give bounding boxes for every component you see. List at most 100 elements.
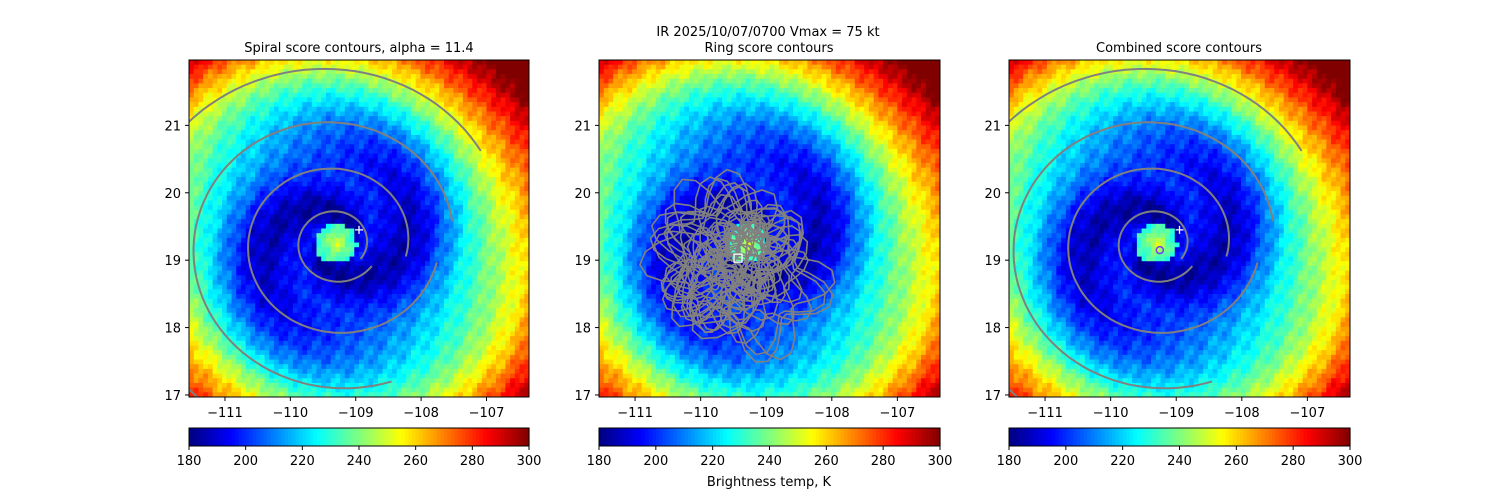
heatmap-cell [510,130,516,136]
heatmap-cell [377,177,384,183]
heatmap-cell [481,116,488,122]
heatmap-cell [259,237,266,244]
heatmap-cell [519,223,525,230]
heatmap-cell [359,303,365,309]
heatmap-cell [203,247,209,253]
heatmap-cell [269,148,275,155]
heatmap-cell [259,195,266,202]
heatmap-cell [510,364,516,370]
heatmap-cell [330,148,336,155]
heatmap-cell [236,368,242,375]
heatmap-cell [448,265,455,272]
heatmap-cell [377,223,384,230]
heatmap-cell [363,205,370,211]
heatmap-cell [222,354,228,361]
heatmap-cell [325,88,332,94]
heatmap-cell [486,186,492,192]
heatmap-cell [325,331,332,337]
heatmap-cell [321,214,327,220]
heatmap-cell [278,312,285,319]
heatmap-cell [207,294,214,300]
heatmap-cell [396,102,403,108]
heatmap-cell [373,368,379,375]
heatmap-cell [481,373,488,379]
heatmap-cell [505,205,511,211]
heatmap-cell [189,106,195,113]
heatmap-cell [458,106,464,113]
heatmap-cell [500,102,506,108]
heatmap-cell [274,125,280,131]
heatmap-cell [373,139,379,145]
heatmap-cell [231,322,237,328]
heatmap-cell [486,219,492,225]
heatmap-cell [297,102,303,108]
heatmap-cell [373,74,379,80]
heatmap-cell [330,261,336,267]
heatmap-cell [510,88,516,94]
heatmap-cell [505,214,511,220]
heatmap-cell [321,373,327,379]
heatmap-cell [401,167,407,173]
heatmap-cell [226,186,233,192]
heatmap-cell [269,92,275,99]
heatmap-cell [307,242,313,248]
heatmap-cell [368,368,374,375]
heatmap-cell [340,359,346,365]
heatmap-cell [368,275,374,281]
heatmap-cell [274,97,280,103]
heatmap-cell [278,223,285,230]
heatmap-cell [491,322,497,328]
heatmap-cell [302,97,308,103]
heatmap-cell [274,373,280,379]
heatmap-cell [189,233,195,239]
heatmap-cell [340,345,346,351]
heatmap-cell [491,279,497,286]
heatmap-cell [212,354,218,361]
heatmap-cell [477,200,483,206]
heatmap-cell [292,308,299,314]
heatmap-cell [491,153,497,159]
heatmap-cell [495,74,502,80]
heatmap-cell [510,373,516,379]
heatmap-cell [462,373,469,379]
heatmap-cell [240,265,247,272]
heatmap-cell [524,191,529,197]
heatmap-cell [363,130,370,136]
heatmap-cell [207,340,214,347]
heatmap-cell [396,153,403,159]
heatmap-cell [212,270,218,276]
heatmap-cell [255,368,261,375]
heatmap-cell [297,331,303,337]
heatmap-cell [458,102,464,108]
heatmap-cell [514,317,521,323]
heatmap-cell [212,345,218,351]
heatmap-cell [524,368,529,375]
heatmap-cell [212,74,218,80]
heatmap-cell [311,64,318,70]
heatmap-cell [458,167,464,173]
heatmap-cell [255,322,261,328]
heatmap-cell [420,233,426,239]
heatmap-cell [514,116,521,122]
heatmap-cell [245,209,251,216]
heatmap-cell [207,88,214,94]
heatmap-cell [410,270,417,276]
heatmap-cell [212,134,218,141]
heatmap-cell [505,64,511,70]
heatmap-cell [434,139,440,145]
heatmap-cell [453,317,459,323]
heatmap-cell [278,130,285,136]
heatmap-cell [377,205,384,211]
heatmap-cell [396,83,403,89]
heatmap-cell [396,134,403,141]
heatmap-cell [382,303,388,309]
heatmap-cell [453,130,459,136]
heatmap-cell [283,298,289,304]
heatmap-cell [207,373,214,379]
heatmap-cell [278,345,285,351]
heatmap-cell [278,92,285,99]
heatmap-cell [495,88,502,94]
heatmap-cell [477,336,483,342]
heatmap-cell [377,275,384,281]
heatmap-cell [354,200,360,206]
